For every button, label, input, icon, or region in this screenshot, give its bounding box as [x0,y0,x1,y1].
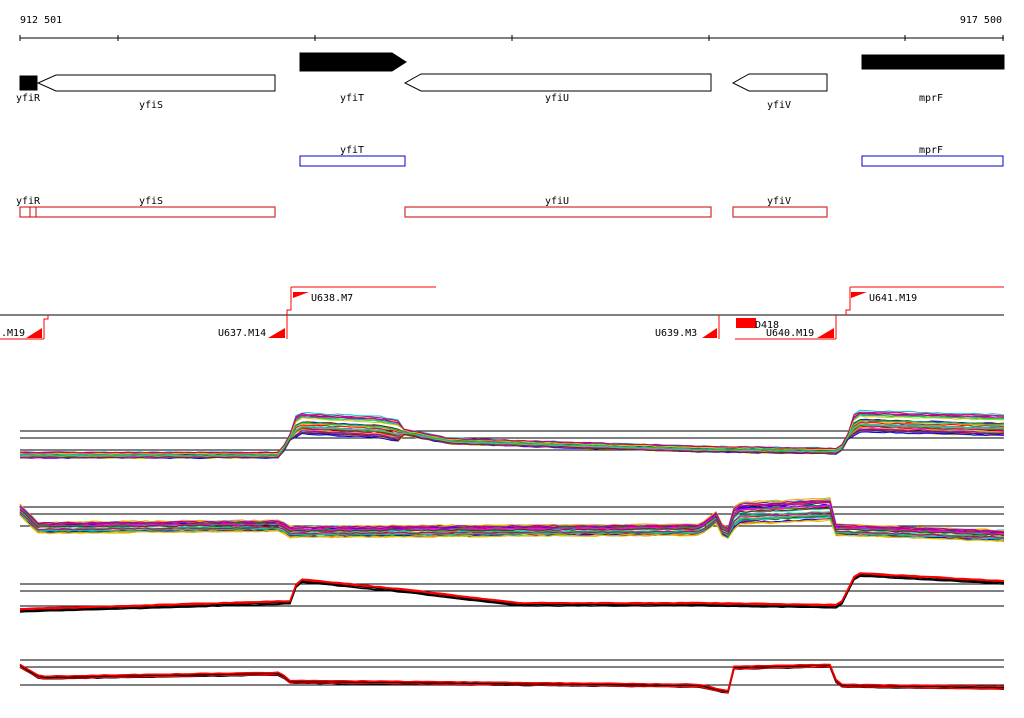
transcript-step-m19 [43,315,49,339]
transcript-label-m19: .M19 [1,328,25,339]
transcript-flag-m19[interactable] [26,328,42,338]
transcript-flag-u640[interactable] [817,328,834,338]
expression-panel-reverse-selected [19,659,1005,694]
gene-yfis-arrow[interactable] [36,74,276,92]
gene-label-yfir: yfiR [16,93,41,104]
expression-series-line [19,503,1005,535]
expression-series-line [19,511,1005,539]
gene-label-yfiv: yfiV [767,100,791,111]
gene-label-yfis: yfiS [139,100,163,111]
reverse-box-label-yfir: yfiR [16,196,41,207]
transcript-label-u640: U640.M19 [766,328,814,339]
expression-panel-reverse-all [19,497,1005,543]
reverse-box-label-yfiu: yfiU [545,196,569,207]
gene-label-yfiu: yfiU [545,93,569,104]
reverse-box-yfir-b[interactable] [29,206,37,218]
reverse-box-yfir-a[interactable] [19,206,31,218]
transcript-flag-u641[interactable] [851,292,867,298]
transcript-flag-u638[interactable] [293,292,309,298]
expression-series-line [19,666,1005,694]
expression-series-line [19,507,1005,537]
transcript-label-u639: U639.M3 [655,328,697,339]
expression-panel-forward-selected [19,572,1005,613]
transcript-flag-u637[interactable] [268,328,285,338]
gene-yfit-arrow[interactable] [299,52,407,72]
reverse-box-yfiv[interactable] [732,206,828,218]
expression-series-line [19,664,1004,693]
expression-series-line [19,575,1005,613]
expression-series-line [19,423,1005,458]
expression-series-line [19,497,1005,532]
transcript-step-u641 [845,287,851,315]
reverse-box-yfiu[interactable] [404,206,712,218]
transcript-label-u637: U637.M14 [218,328,266,339]
expression-series-line [19,514,1005,543]
gene-yfiv-arrow[interactable] [731,73,828,92]
reverse-box-label-yfis: yfiS [139,196,163,207]
gene-mprf-shape[interactable] [861,54,1005,70]
ruler-end-label: 917 500 [960,15,1002,26]
expression-series-line [19,574,1005,612]
forward-box-yfit[interactable] [299,155,406,167]
transcript-units-track: U638.M7 U641.M19 .M19 U637.M14 U639.M3 U… [0,286,1004,340]
reverse-gene-boxes: yfiR yfiS yfiU yfiV [16,196,828,218]
expression-series-line [19,663,1005,692]
expression-series-line [19,411,1005,454]
gene-label-mprf: mprF [919,93,943,104]
expression-series-line [19,419,1005,457]
expression-series-line [19,665,1005,694]
gene-yfir-shape[interactable] [19,75,38,91]
gene-label-yfit: yfiT [340,93,364,104]
gene-yfiu-arrow[interactable] [403,73,712,92]
expression-panel-forward-all [19,409,1005,460]
transcript-marker-d418[interactable] [736,318,756,328]
expression-series-line [19,415,1005,455]
expression-series-line [19,429,1005,459]
transcript-label-u641: U641.M19 [869,293,917,304]
transcript-label-u638: U638.M7 [311,293,353,304]
forward-box-label-mprf: mprF [919,145,943,156]
transcript-marker-label: D418 [755,320,779,331]
ruler-start-label: 912 501 [20,15,62,26]
forward-box-mprf[interactable] [861,155,1004,167]
expression-series-line [19,504,1005,535]
expression-series-line [19,500,1005,533]
expression-series-line [19,572,1005,611]
reverse-box-label-yfiv: yfiV [767,196,791,207]
reverse-box-yfis[interactable] [35,206,276,218]
ruler-ticks [19,35,1004,41]
forward-box-label-yfit: yfiT [340,145,364,156]
forward-gene-boxes: yfiT mprF [299,145,1004,167]
transcript-flag-u639[interactable] [702,328,717,338]
transcript-step-u638 [286,287,292,315]
gene-arrow-track: yfiR yfiS yfiT yfiU yfiV mprF [16,52,1005,111]
coordinate-ruler: 912 501 917 500 [19,15,1004,41]
